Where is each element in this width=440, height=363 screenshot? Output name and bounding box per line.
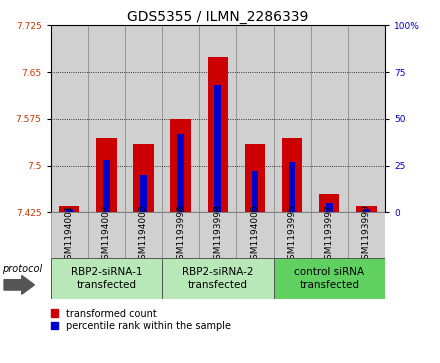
Bar (311, 25, 348, 212)
Bar (59, 206, 79, 212)
Text: RBP2-siRNA-2
transfected: RBP2-siRNA-2 transfected (182, 268, 253, 290)
Text: GSM1193996: GSM1193996 (176, 205, 185, 265)
Bar (51, 25, 88, 212)
Bar (103, 160, 110, 212)
Text: GSM1193999: GSM1193999 (362, 205, 371, 265)
Text: RBP2-siRNA-1
transfected: RBP2-siRNA-1 transfected (70, 268, 142, 290)
FancyBboxPatch shape (162, 258, 274, 299)
Bar (208, 57, 228, 212)
Bar (282, 138, 302, 212)
FancyBboxPatch shape (162, 212, 199, 258)
Bar (356, 206, 377, 212)
Bar (252, 171, 258, 212)
Bar (245, 144, 265, 212)
Bar (363, 209, 370, 212)
Legend: transformed count, percentile rank within the sample: transformed count, percentile rank withi… (51, 309, 231, 331)
FancyBboxPatch shape (348, 212, 385, 258)
Bar (96, 138, 117, 212)
Bar (66, 209, 73, 212)
Bar (88, 25, 125, 212)
FancyBboxPatch shape (51, 212, 88, 258)
FancyBboxPatch shape (88, 212, 125, 258)
Bar (319, 194, 340, 212)
Bar (162, 25, 199, 212)
Bar (199, 25, 236, 212)
FancyBboxPatch shape (311, 212, 348, 258)
Text: protocol: protocol (2, 264, 42, 274)
Bar (133, 144, 154, 212)
Bar (170, 119, 191, 212)
Bar (140, 175, 147, 212)
FancyBboxPatch shape (125, 212, 162, 258)
Title: GDS5355 / ILMN_2286339: GDS5355 / ILMN_2286339 (127, 11, 308, 24)
Bar (214, 85, 221, 212)
Bar (177, 134, 184, 212)
Bar (274, 25, 311, 212)
Bar (236, 25, 274, 212)
Text: GSM1194001: GSM1194001 (65, 205, 73, 265)
FancyBboxPatch shape (236, 212, 274, 258)
FancyBboxPatch shape (199, 212, 236, 258)
FancyBboxPatch shape (274, 258, 385, 299)
Bar (326, 203, 333, 212)
Text: GSM1193998: GSM1193998 (213, 205, 222, 265)
FancyBboxPatch shape (51, 258, 162, 299)
FancyArrow shape (4, 276, 34, 294)
Text: GSM1194002: GSM1194002 (102, 205, 111, 265)
FancyBboxPatch shape (274, 212, 311, 258)
Bar (348, 25, 385, 212)
Text: GSM1193997: GSM1193997 (325, 205, 334, 265)
Bar (289, 162, 295, 212)
Text: GSM1194003: GSM1194003 (139, 205, 148, 265)
Text: GSM1193995: GSM1193995 (288, 205, 297, 265)
Bar (125, 25, 162, 212)
Text: GSM1194000: GSM1194000 (250, 205, 260, 265)
Text: control siRNA
transfected: control siRNA transfected (294, 268, 364, 290)
